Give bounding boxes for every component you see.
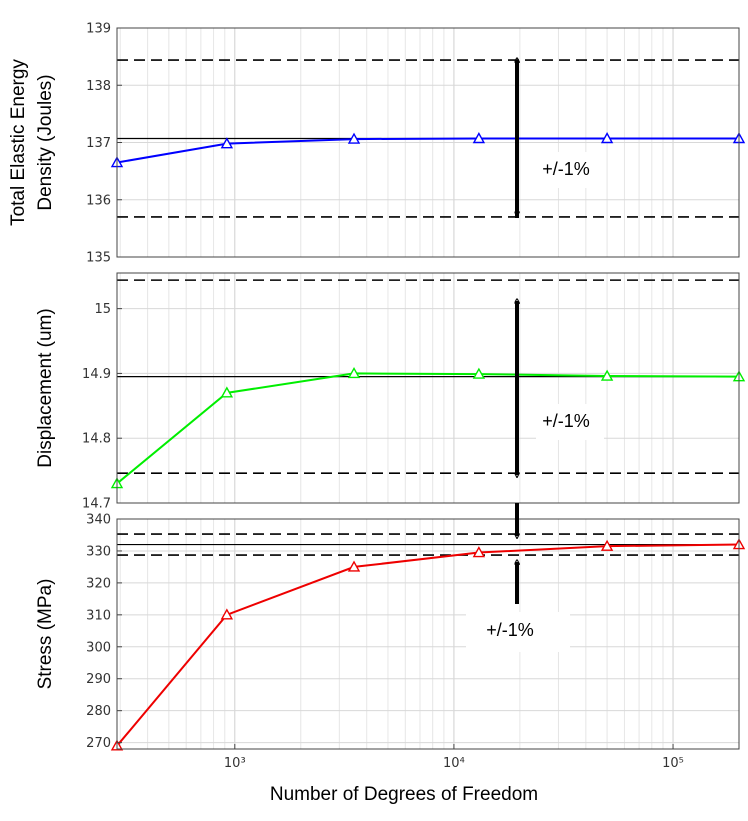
y-tick-label: 139: [86, 22, 111, 37]
y-tick-label: 14.7: [82, 497, 111, 512]
panel-energy: +/-1% 135 136 137 138 139 Total Elastic Energy…: [8, 22, 744, 266]
y-tick-label: 290: [86, 672, 111, 687]
y-axis-label: Total Elastic Energy: [8, 59, 29, 226]
y-tick-label: 137: [86, 136, 111, 151]
y-tick-label: 15: [94, 302, 111, 317]
x-tick-label: 10⁴: [443, 756, 465, 771]
y-axis-label: Stress (MPa): [35, 579, 56, 690]
y-tick-label: 14.8: [82, 432, 111, 447]
convergence-chart: Number of Degrees of Freedom +/-1% 135 136…: [0, 0, 748, 821]
panel-displacement: +/-1% 14.7 14.8 14.9 15 Displacement (um): [35, 273, 744, 512]
tolerance-annotation: +/-1%: [542, 159, 590, 179]
y-tick-label: 136: [86, 193, 111, 208]
y-tick-label: 340: [86, 513, 111, 528]
y-tick-label: 270: [86, 736, 111, 751]
y-axis-label: Displacement (um): [35, 308, 56, 467]
y-tick-label: 310: [86, 608, 111, 623]
y-tick-label: 138: [86, 79, 111, 94]
y-tick-label: 280: [86, 704, 111, 719]
y-tick-label: 330: [86, 544, 111, 559]
tolerance-annotation: +/-1%: [486, 620, 534, 640]
x-tick-label: 10³: [224, 756, 246, 771]
y-tick-label: 300: [86, 640, 111, 655]
panel-stress: +/-1% 270 280 290 300 310 320 330 340 Stress (MPa…: [35, 513, 744, 752]
y-tick-label: 320: [86, 576, 111, 591]
series-line: [117, 373, 739, 483]
tolerance-annotation: +/-1%: [542, 411, 590, 431]
x-tick-label: 10⁵: [662, 756, 684, 771]
y-tick-label: 14.9: [82, 367, 111, 382]
plot-frame: [117, 273, 739, 503]
series-line: [117, 545, 739, 746]
y-tick-label: 135: [86, 251, 111, 266]
y-axis-label: Density (Joules): [35, 74, 56, 210]
x-axis-label: Number of Degrees of Freedom: [270, 784, 538, 805]
